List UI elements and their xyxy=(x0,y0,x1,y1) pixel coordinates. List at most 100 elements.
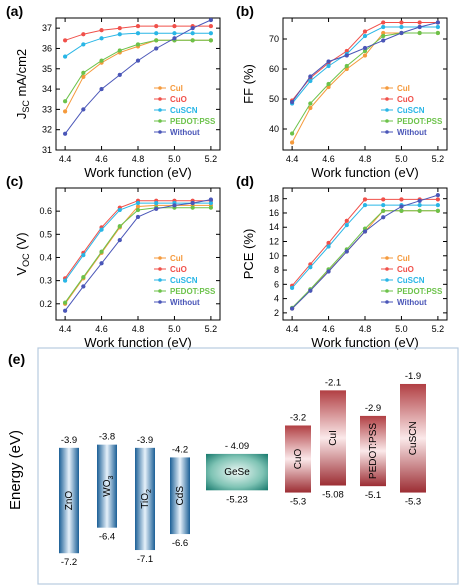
data-point xyxy=(362,33,368,39)
y-tick-label: 14 xyxy=(269,222,279,232)
data-point xyxy=(399,30,404,36)
y-tick-label: 50 xyxy=(269,94,279,104)
band-bar xyxy=(135,447,155,551)
band-bar xyxy=(400,383,426,493)
data-point xyxy=(208,197,214,202)
data-point xyxy=(289,306,295,311)
data-point xyxy=(417,208,422,213)
data-point xyxy=(399,24,404,30)
data-point xyxy=(326,63,331,69)
data-point xyxy=(399,20,404,25)
y-tick-label: 0.4 xyxy=(39,252,52,262)
data-point xyxy=(172,31,177,36)
legend-label: CuO xyxy=(397,265,414,274)
vb-label: -5.23 xyxy=(226,494,248,505)
x-axis-label: Work function (eV) xyxy=(84,165,191,180)
data-point xyxy=(172,203,177,208)
legend-label: PEDOT:PSS xyxy=(397,287,443,296)
data-point xyxy=(208,23,214,29)
data-point xyxy=(399,204,404,209)
data-point xyxy=(62,109,68,114)
vb-label: -6.4 xyxy=(99,532,115,543)
legend-label: CuI xyxy=(170,84,183,93)
data-point xyxy=(362,202,368,208)
x-tick-label: 4.8 xyxy=(359,154,372,164)
panel-label: (e) xyxy=(8,351,25,367)
panel-label: (b) xyxy=(236,3,254,19)
band-gese: - 4.09 -5.23 GeSe xyxy=(206,441,268,505)
cb-label: -3.8 xyxy=(99,432,115,443)
cb-label: - 4.09 xyxy=(225,441,249,452)
data-point xyxy=(435,30,441,36)
band-cuo: -3.2 -5.3 CuO xyxy=(285,412,311,508)
data-point xyxy=(289,99,295,105)
data-point xyxy=(289,285,295,291)
x-axis-label: Work function (eV) xyxy=(311,335,418,350)
y-tick-label: 36 xyxy=(42,43,52,53)
data-point xyxy=(99,227,104,232)
data-point xyxy=(362,45,368,51)
data-point xyxy=(435,197,441,202)
legend-marker xyxy=(158,289,162,293)
y-axis-label: JSC mA/cm2 xyxy=(14,49,31,119)
legend-marker xyxy=(158,108,162,112)
data-point xyxy=(99,249,104,254)
data-point xyxy=(172,36,177,41)
data-point xyxy=(362,197,368,202)
legend-label: PEDOT:PSS xyxy=(170,117,216,126)
band-bar xyxy=(360,415,386,487)
band-bar xyxy=(170,457,190,535)
data-point xyxy=(417,20,422,25)
data-point xyxy=(308,101,313,106)
data-point xyxy=(381,215,386,220)
material-name: PEDOT:PSS xyxy=(368,423,379,479)
band-wo: -3.8 -6.4 WO3 xyxy=(97,432,117,543)
data-point xyxy=(117,32,122,37)
x-tick-label: 4.4 xyxy=(59,324,72,334)
y-axis-label: Energy (eV) xyxy=(7,430,24,510)
data-point xyxy=(326,81,331,87)
material-name: CuO xyxy=(293,449,304,470)
material-name: TiO2 xyxy=(140,489,153,509)
data-point xyxy=(308,74,313,79)
data-point xyxy=(435,20,441,25)
cb-label: -4.2 xyxy=(172,444,188,455)
data-point xyxy=(81,70,86,75)
data-point xyxy=(190,26,195,31)
band-bar xyxy=(97,444,117,528)
cb-label: -3.2 xyxy=(290,412,306,423)
legend-label: PEDOT:PSS xyxy=(170,287,216,296)
x-tick-label: 4.6 xyxy=(322,154,335,164)
data-point xyxy=(99,28,104,33)
series-line xyxy=(291,26,438,104)
legend-marker xyxy=(385,108,389,112)
data-point xyxy=(344,222,349,228)
legend-marker xyxy=(158,97,162,101)
material-name: WO3 xyxy=(102,476,115,497)
y-tick-label: 6 xyxy=(274,279,279,289)
data-point xyxy=(344,218,349,223)
x-tick-label: 5.0 xyxy=(168,154,181,164)
data-point xyxy=(135,31,141,36)
data-point xyxy=(135,214,141,220)
data-point xyxy=(362,229,368,234)
chart-b: (b) 4.4 4.6 4.8 5.0 5.2 40 50 60 70 Work function … xyxy=(236,3,448,180)
data-point xyxy=(208,38,214,43)
data-point xyxy=(190,31,195,36)
legend-marker xyxy=(158,267,162,271)
x-tick-label: 4.8 xyxy=(359,324,372,334)
data-point xyxy=(117,72,122,78)
legend-label: Without xyxy=(170,298,200,307)
y-tick-label: 35 xyxy=(42,64,52,74)
data-point xyxy=(154,38,159,43)
data-point xyxy=(62,300,68,305)
panel-label: (d) xyxy=(236,173,254,189)
data-point xyxy=(135,207,141,213)
y-tick-label: 32 xyxy=(42,125,52,135)
y-axis-label: FF (%) xyxy=(241,64,256,104)
legend-marker xyxy=(385,267,389,271)
data-point xyxy=(154,31,159,36)
data-point xyxy=(117,26,122,31)
material-name: CuSCN xyxy=(408,421,419,455)
x-tick-label: 5.2 xyxy=(432,154,445,164)
